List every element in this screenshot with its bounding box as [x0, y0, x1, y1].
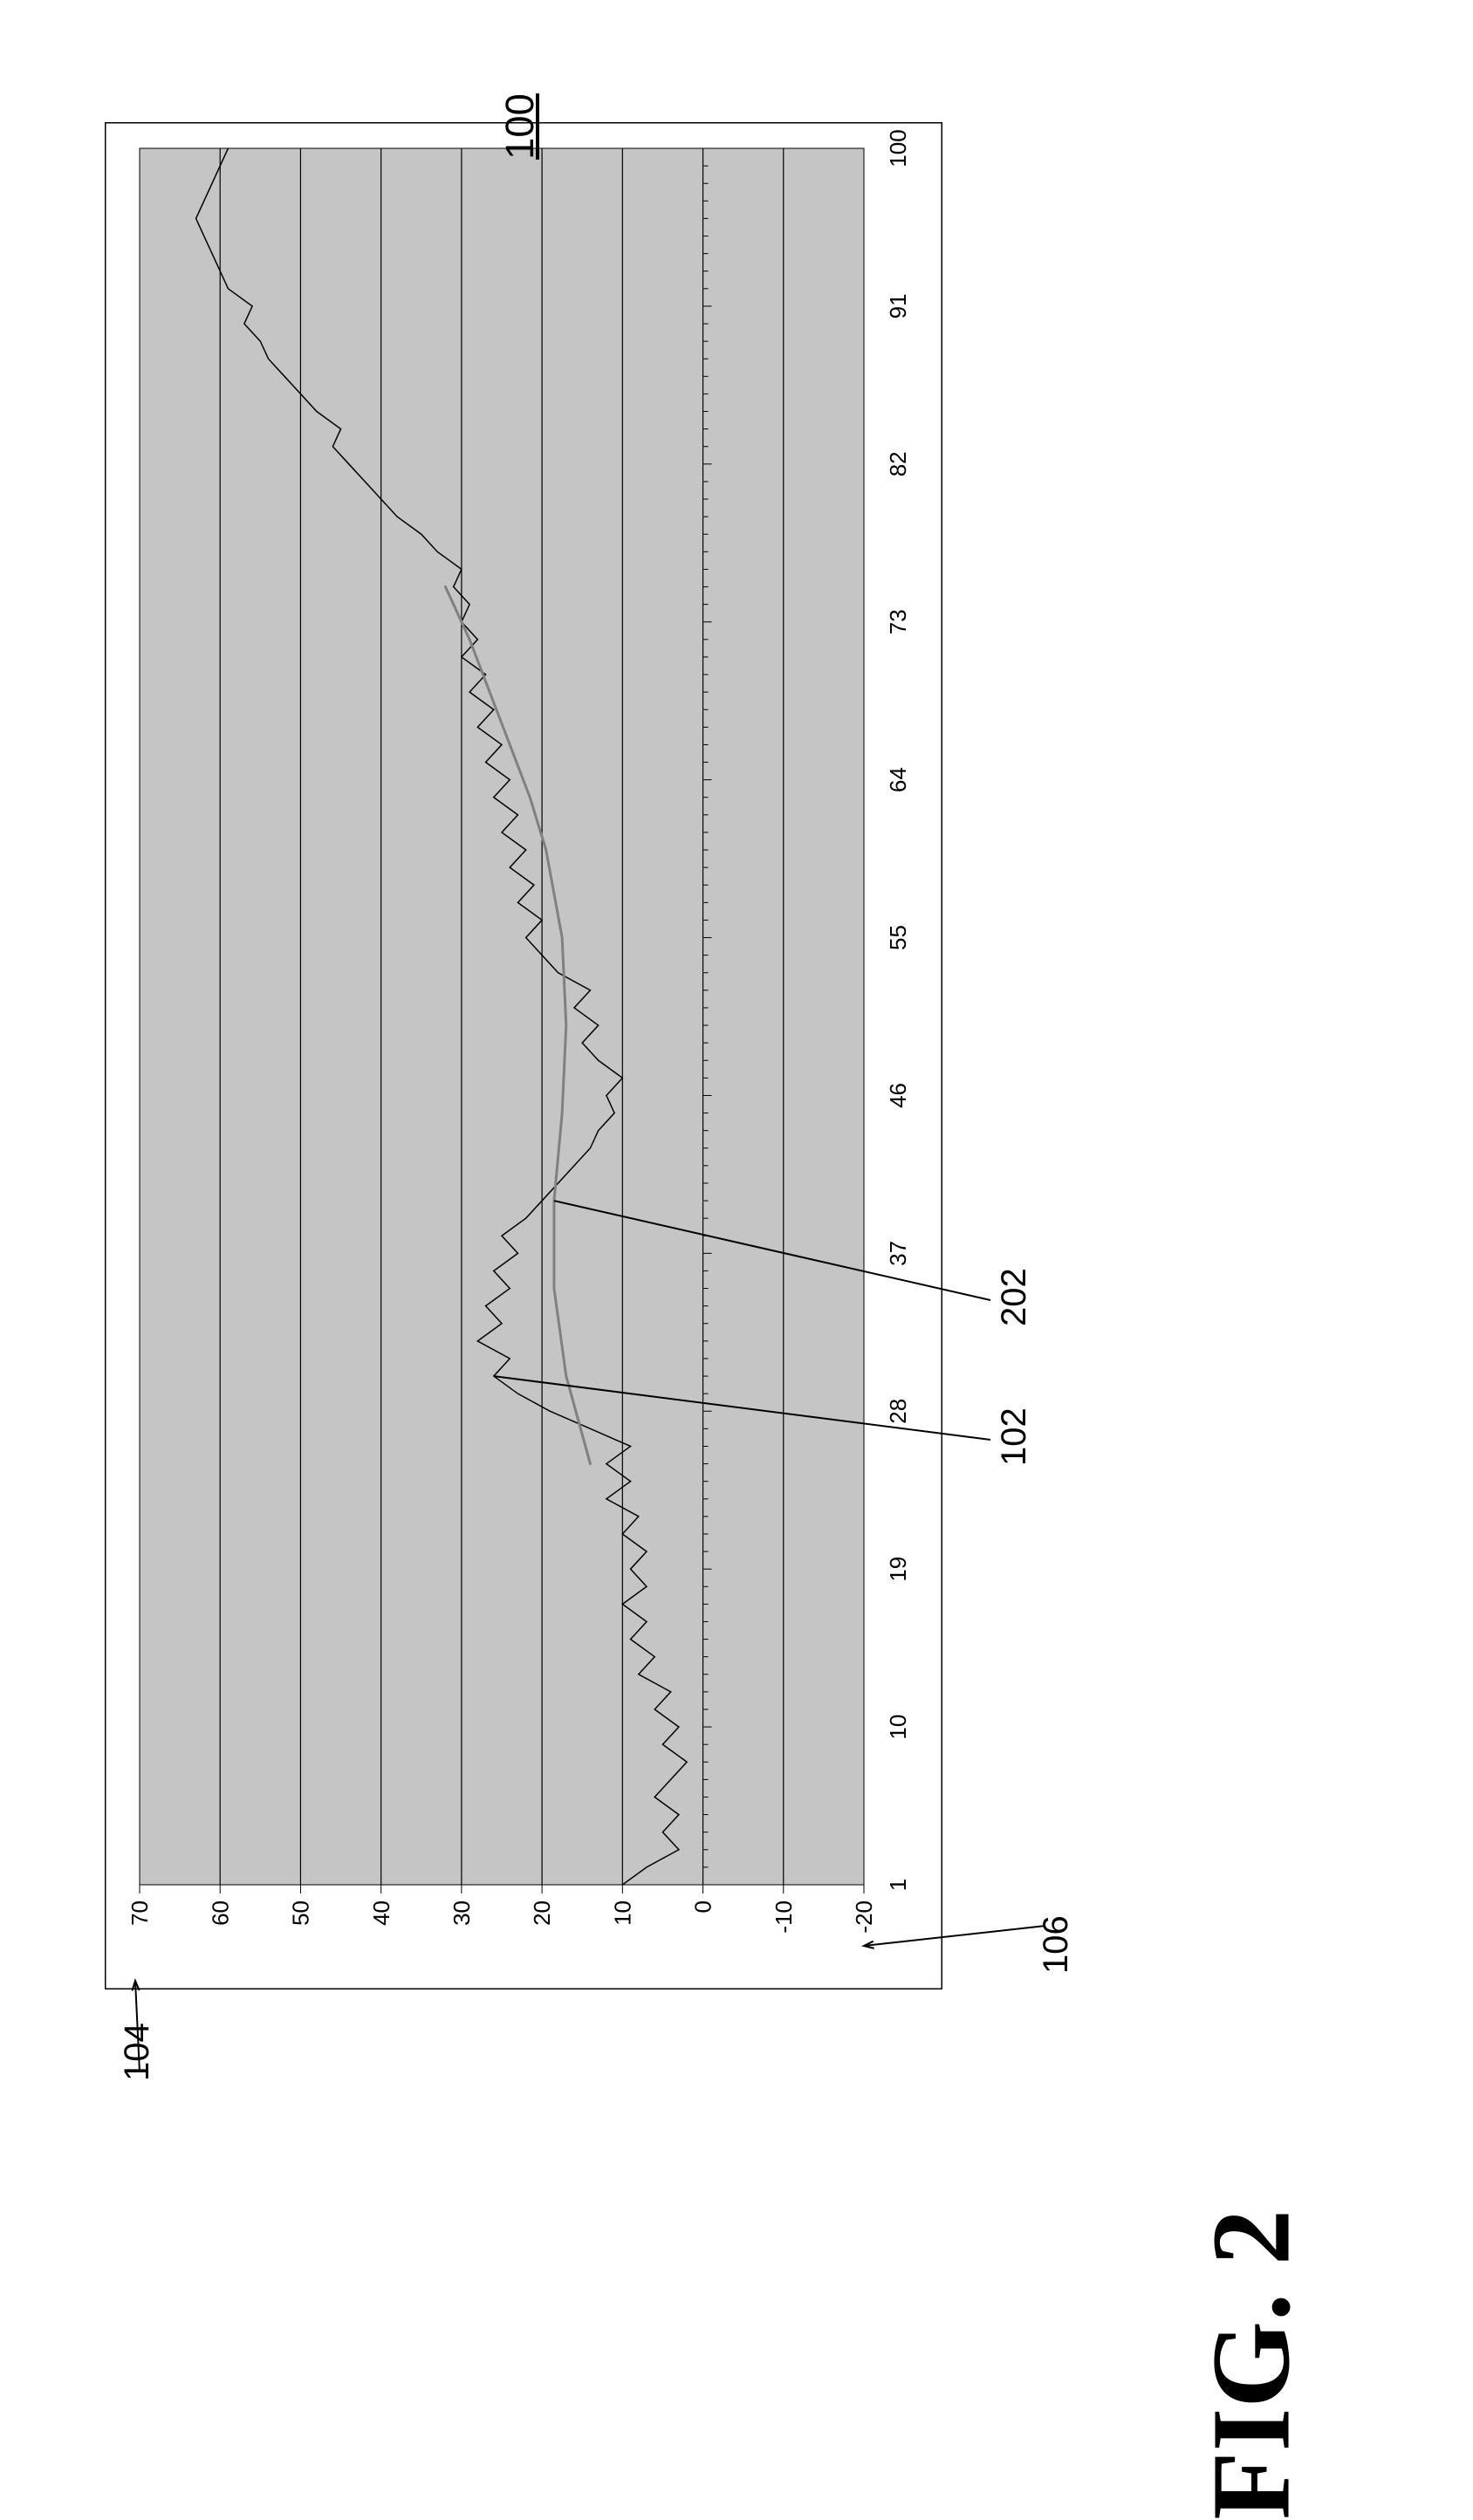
svg-text:-20: -20 [851, 1900, 877, 1934]
chart-svg: -20 -10 0 10 20 30 40 50 60 70 1 10 19 28 37 46 55 64 73 82… [105, 122, 942, 1989]
svg-text:60: 60 [207, 1900, 233, 1926]
svg-text:-10: -10 [771, 1900, 797, 1934]
svg-text:64: 64 [885, 767, 911, 792]
svg-text:73: 73 [885, 609, 911, 634]
svg-text:100: 100 [885, 129, 911, 167]
svg-text:28: 28 [885, 1399, 911, 1424]
figure-caption: FIG. 2 [1188, 2209, 1316, 2520]
figure-id-label: 100 [497, 93, 543, 160]
svg-text:70: 70 [127, 1900, 153, 1926]
svg-text:19: 19 [885, 1557, 911, 1582]
ref-106: 106 [1037, 1915, 1076, 1974]
plot-area [140, 148, 864, 1885]
svg-text:37: 37 [885, 1241, 911, 1266]
ref-202: 202 [995, 1268, 1034, 1326]
svg-text:55: 55 [885, 925, 911, 950]
svg-text:91: 91 [885, 293, 911, 318]
svg-text:40: 40 [368, 1900, 394, 1926]
svg-text:82: 82 [885, 451, 911, 476]
svg-text:10: 10 [609, 1900, 635, 1926]
page: -20 -10 0 10 20 30 40 50 60 70 1 10 19 28 37 46 55 64 73 82… [0, 0, 1473, 2332]
svg-text:10: 10 [885, 1715, 911, 1740]
ref-102: 102 [995, 1407, 1034, 1466]
svg-text:50: 50 [288, 1900, 314, 1926]
ref-104: 104 [118, 2023, 157, 2081]
svg-text:0: 0 [690, 1900, 716, 1913]
svg-text:30: 30 [449, 1900, 475, 1926]
svg-text:1: 1 [885, 1879, 911, 1891]
svg-text:46: 46 [885, 1083, 911, 1108]
rotated-chart-wrapper: -20 -10 0 10 20 30 40 50 60 70 1 10 19 28 37 46 55 64 73 82… [105, 122, 947, 1989]
svg-text:20: 20 [529, 1900, 555, 1926]
